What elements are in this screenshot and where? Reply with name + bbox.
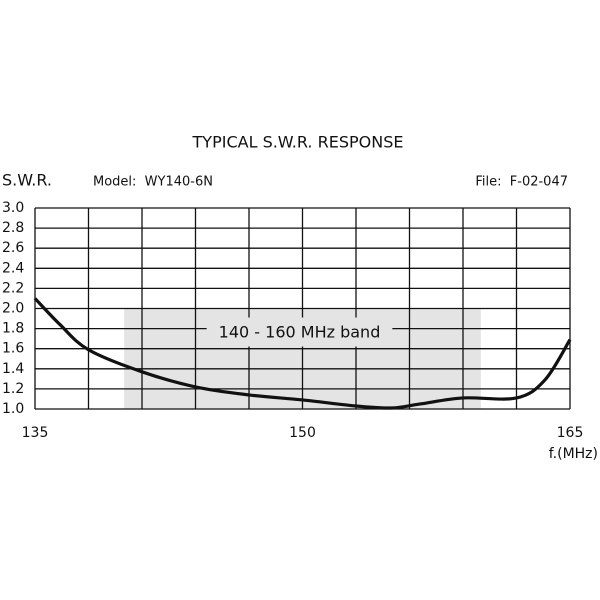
x-tick-label: 165: [557, 425, 584, 441]
y-tick-label: 2.4: [2, 260, 24, 276]
y-tick-label: 1.0: [2, 401, 24, 417]
x-tick-label: 150: [289, 425, 316, 441]
band-label-box: [206, 317, 393, 347]
y-tick-label: 1.6: [2, 341, 24, 357]
y-tick-label: 1.2: [2, 381, 24, 397]
y-tick-label: 2.8: [2, 220, 24, 236]
x-axis-label: f.(MHz): [549, 446, 598, 462]
chart-title: TYPICAL S.W.R. RESPONSE: [192, 133, 404, 152]
y-tick-label: 2.2: [2, 280, 24, 296]
y-tick-label: 1.8: [2, 321, 24, 337]
y-tick-label: 3.0: [2, 200, 24, 216]
x-tick-label: 135: [22, 425, 49, 441]
y-axis-label: S.W.R.: [2, 171, 52, 190]
swr-curve: [33, 297, 572, 410]
file-label: File: F-02-047: [475, 175, 568, 190]
y-tick-label: 2.6: [2, 240, 24, 256]
y-tick-label: 1.4: [2, 361, 24, 377]
model-label: Model: WY140-6N: [93, 175, 213, 190]
y-tick-label: 2.0: [2, 301, 24, 317]
band-label: 140 - 160 MHz band: [219, 323, 381, 342]
